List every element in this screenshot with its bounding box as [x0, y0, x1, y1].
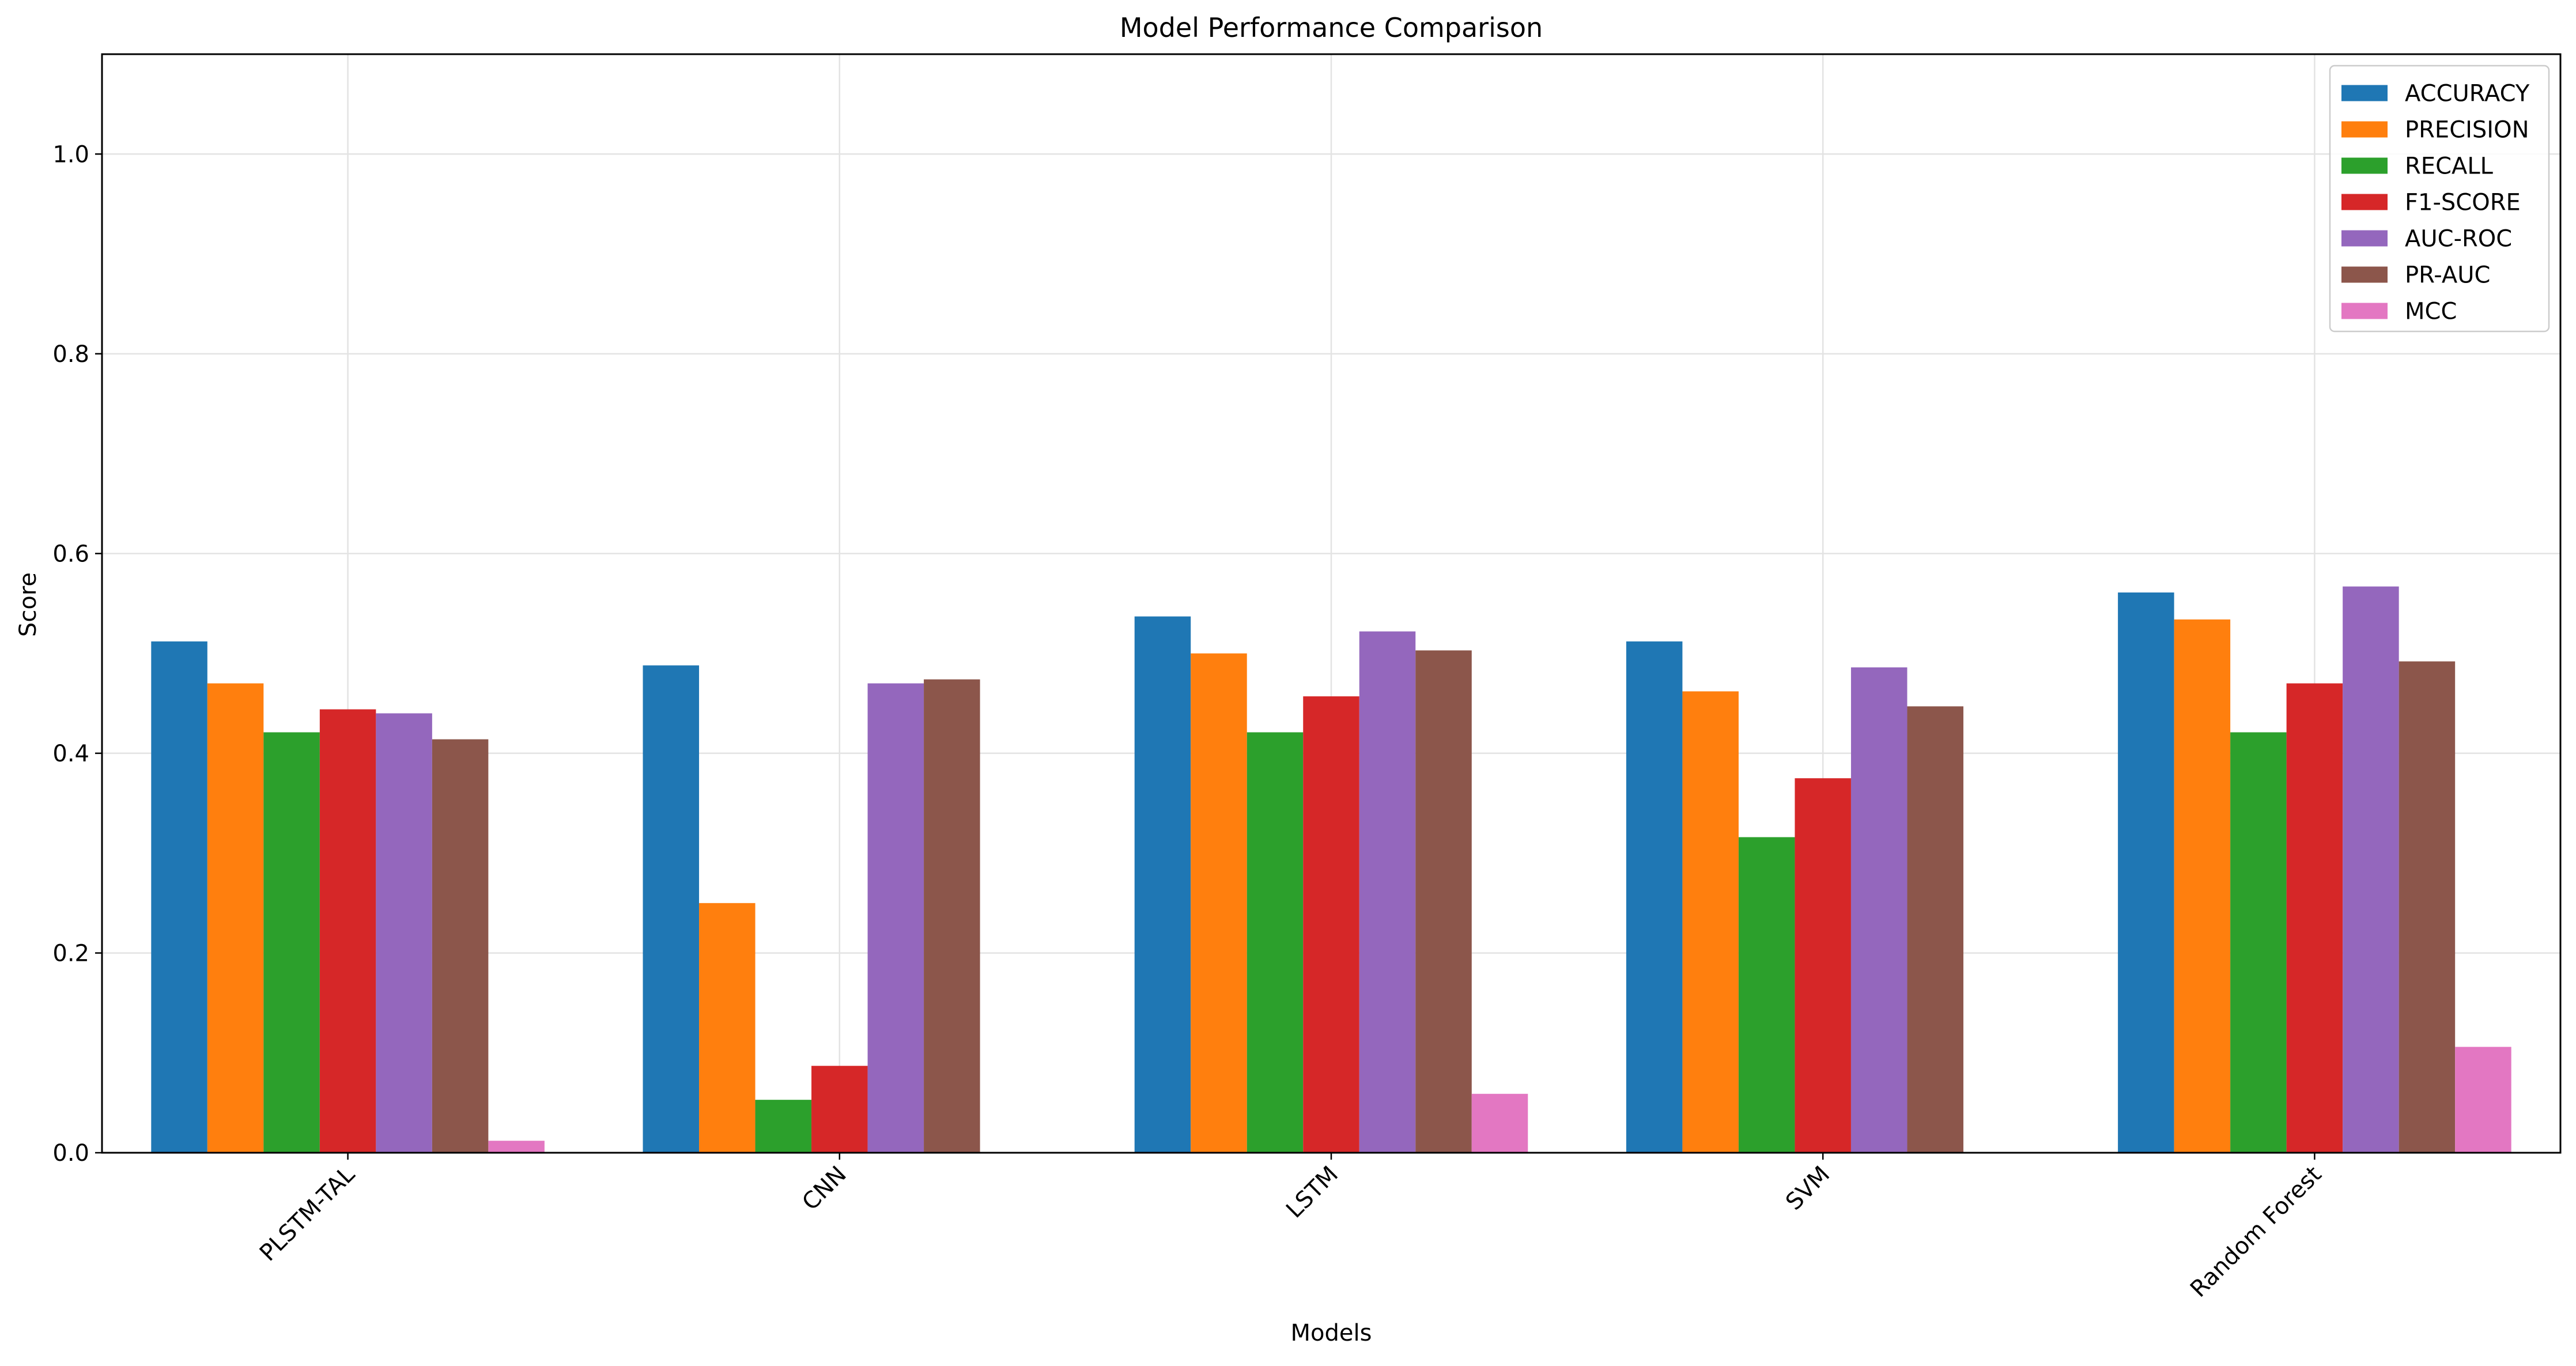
legend-label: PRECISION [2405, 117, 2529, 144]
legend-swatch [2341, 230, 2388, 247]
bar-f1-score-random-forest [2286, 683, 2343, 1153]
bar-accuracy-lstm [1134, 616, 1191, 1153]
bar-auc-roc-cnn [867, 683, 924, 1153]
legend-label: MCC [2405, 299, 2457, 325]
legend-swatch [2341, 157, 2388, 174]
bar-f1-score-plstm-tal [319, 709, 376, 1153]
bar-recall-random-forest [2230, 732, 2287, 1153]
legend-label: F1-SCORE [2405, 190, 2521, 216]
chart-title: Model Performance Comparison [1120, 12, 1543, 43]
bar-accuracy-cnn [643, 665, 700, 1153]
bar-recall-cnn [755, 1100, 812, 1153]
y-tick-label: 0.4 [52, 741, 89, 767]
bar-mcc-plstm-tal [488, 1141, 545, 1153]
y-tick-label: 0.2 [52, 940, 89, 967]
x-tick-label: LSTM [1281, 1161, 1343, 1224]
bar-recall-svm [1738, 837, 1795, 1153]
bar-auc-roc-svm [1850, 667, 1908, 1153]
bar-precision-svm [1682, 691, 1739, 1153]
x-tick-label: CNN [797, 1161, 852, 1216]
bar-accuracy-random-forest [2118, 592, 2174, 1153]
bar-pr-auc-random-forest [2399, 661, 2456, 1153]
bar-auc-roc-plstm-tal [376, 713, 432, 1153]
bar-accuracy-plstm-tal [151, 641, 207, 1153]
y-tick-label: 1.0 [52, 141, 89, 168]
bar-f1-score-lstm [1303, 696, 1359, 1153]
bar-mcc-random-forest [2455, 1047, 2511, 1153]
legend-swatch [2341, 85, 2388, 101]
bar-precision-lstm [1191, 653, 1247, 1153]
bar-f1-score-cnn [811, 1066, 868, 1153]
bar-pr-auc-lstm [1415, 650, 1472, 1153]
bar-auc-roc-lstm [1359, 631, 1416, 1153]
bar-recall-lstm [1247, 732, 1304, 1153]
bar-pr-auc-cnn [924, 679, 980, 1153]
legend-label: ACCURACY [2405, 81, 2530, 107]
bar-f1-score-svm [1795, 778, 1851, 1153]
y-tick-label: 0.8 [52, 341, 89, 368]
x-tick-label: SVM [1781, 1161, 1835, 1216]
bar-pr-auc-plstm-tal [432, 739, 489, 1153]
legend-swatch [2341, 266, 2388, 283]
legend-label: RECALL [2405, 153, 2494, 180]
x-tick-label: Random Forest [2185, 1161, 2326, 1303]
y-axis: 0.0 0.2 0.4 0.6 0.8 1.0 [52, 141, 102, 1167]
legend-label: PR-AUC [2405, 262, 2490, 289]
y-tick-label: 0.6 [52, 541, 89, 567]
legend-swatch [2341, 303, 2388, 319]
bar-precision-cnn [699, 903, 756, 1153]
y-tick-label: 0.0 [52, 1140, 89, 1167]
x-tick-label: PLSTM-TAL [255, 1161, 360, 1266]
legend-swatch [2341, 121, 2388, 138]
bar-accuracy-svm [1626, 641, 1683, 1153]
legend-swatch [2341, 194, 2388, 210]
bars [151, 586, 2511, 1153]
bar-precision-random-forest [2174, 619, 2231, 1153]
bar-auc-roc-random-forest [2343, 586, 2399, 1153]
bar-recall-plstm-tal [263, 732, 320, 1153]
legend-label: AUC-ROC [2405, 226, 2512, 252]
x-axis: PLSTM-TAL CNN LSTM SVM Random Forest [255, 1153, 2326, 1303]
bar-mcc-lstm [1471, 1093, 1528, 1153]
y-axis-label: Score [15, 572, 41, 637]
legend: ACCURACY PRECISION RECALL F1-SCORE AUC-ROC PR… [2329, 65, 2550, 333]
bar-pr-auc-svm [1907, 706, 1963, 1153]
bar-precision-plstm-tal [207, 683, 264, 1153]
x-axis-label: Models [1291, 1320, 1372, 1346]
